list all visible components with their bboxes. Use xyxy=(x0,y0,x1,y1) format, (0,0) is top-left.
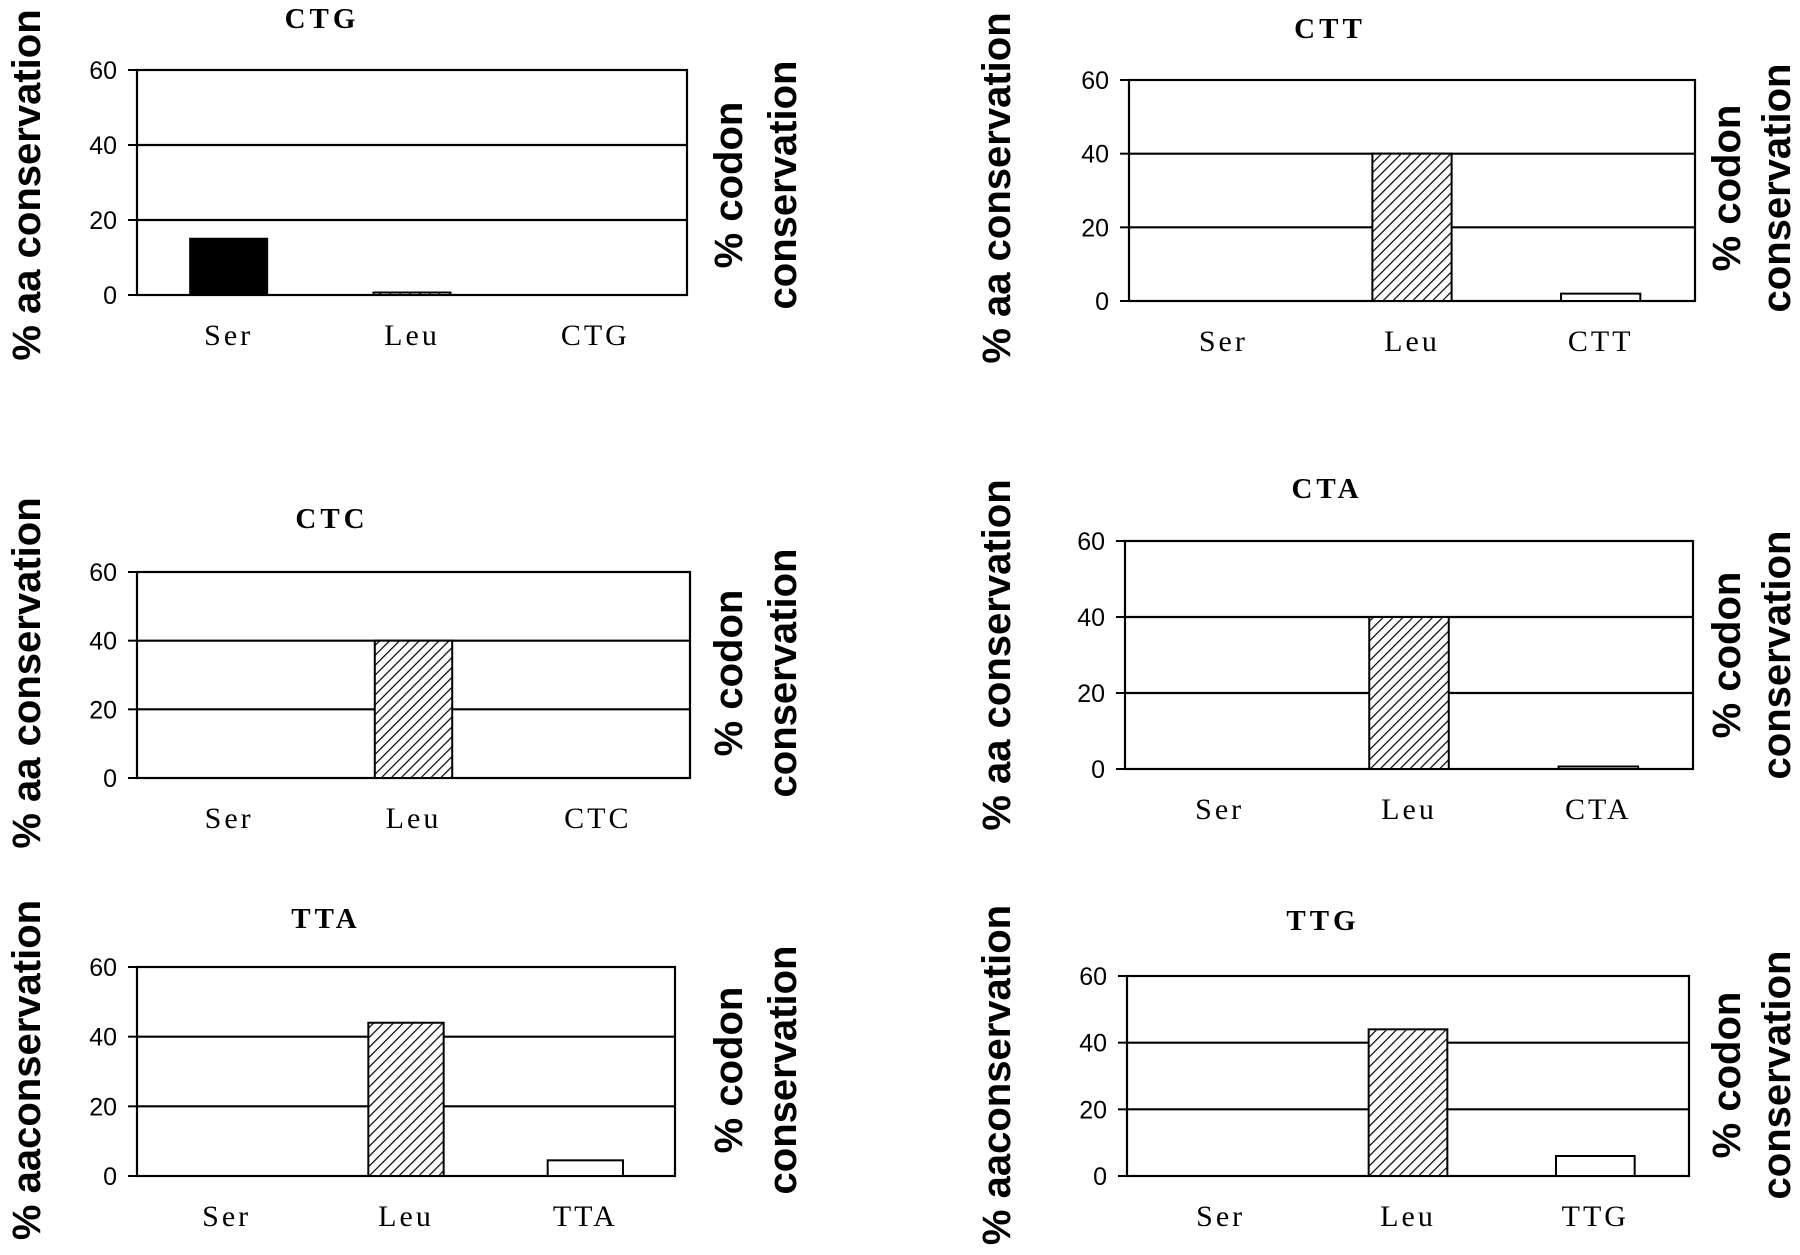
y-tick-label: 60 xyxy=(1077,528,1105,556)
chart-title: TTA xyxy=(291,903,360,935)
secondary-axis-label-line2: conservation xyxy=(1755,531,1799,780)
chart-title: CTA xyxy=(1291,473,1362,505)
x-category-label: Leu xyxy=(1380,1200,1436,1233)
bar-tta xyxy=(546,1159,624,1177)
bar-leu xyxy=(373,639,454,780)
chart-panel-ctc: 0 20 40 60 Ser Leu CTC CTC % aa conservation % co… xyxy=(5,497,805,848)
y-tick-label: 40 xyxy=(89,628,117,656)
secondary-axis-label-line2: conservation xyxy=(1755,64,1799,313)
y-tick-label: 0 xyxy=(103,1163,117,1191)
bar-cta xyxy=(1557,765,1640,770)
chart-title: CTG xyxy=(285,3,360,35)
y-tick-label: 60 xyxy=(89,57,117,85)
bar-leu xyxy=(1368,616,1450,770)
bar-leu xyxy=(1371,152,1453,302)
y-axis-label: % aa conservation xyxy=(5,497,49,848)
x-category-label: CTT xyxy=(1568,325,1634,358)
y-tick-label: 0 xyxy=(1095,288,1109,316)
bar-ser xyxy=(189,237,269,296)
x-category-label: Ser xyxy=(1199,325,1248,358)
x-category-label: Ser xyxy=(1195,793,1244,826)
bar-ctt xyxy=(1560,292,1642,302)
y-tick-label: 60 xyxy=(89,954,117,982)
y-axis-label: % aa conservation xyxy=(975,479,1019,830)
x-category-label: Ser xyxy=(1196,1200,1245,1233)
y-axis-label: % aaconservation xyxy=(5,900,49,1240)
x-category-label: Leu xyxy=(378,1200,434,1233)
bar-leu xyxy=(372,291,452,296)
y-tick-label: 60 xyxy=(89,559,117,587)
secondary-axis-label-line2: conservation xyxy=(761,946,805,1195)
chart-title: CTC xyxy=(295,503,368,535)
x-category-label: TTG xyxy=(1562,1200,1629,1233)
x-category-label: Leu xyxy=(384,319,440,352)
chart-panel-tta: 0 20 40 60 Ser Leu TTA TTA % aaconservation % cod… xyxy=(5,900,805,1240)
chart-title: CTT xyxy=(1294,13,1366,45)
y-tick-label: 0 xyxy=(103,765,117,793)
secondary-axis-label-line1: % codon xyxy=(707,590,751,757)
chart-panel-ctt: 0 20 40 60 Ser Leu CTT CTT % aa conservation % co… xyxy=(975,12,1799,363)
y-tick-label: 60 xyxy=(1081,67,1109,95)
y-tick-label: 40 xyxy=(1081,141,1109,169)
y-axis-label: % aa conservation xyxy=(5,9,49,360)
secondary-axis-label-line1: % codon xyxy=(707,102,751,269)
y-tick-label: 0 xyxy=(1093,1163,1107,1191)
y-tick-label: 40 xyxy=(89,132,117,160)
y-tick-label: 20 xyxy=(89,207,117,235)
x-category-label: Leu xyxy=(386,802,442,835)
y-tick-label: 20 xyxy=(89,1093,117,1121)
secondary-axis-label-line1: % codon xyxy=(707,987,751,1154)
bar-leu xyxy=(1367,1028,1449,1178)
x-category-label: Leu xyxy=(1381,793,1437,826)
x-category-label: Ser xyxy=(205,802,254,835)
chart-title: TTG xyxy=(1286,905,1359,937)
x-category-label: Leu xyxy=(1384,325,1440,358)
y-tick-label: 0 xyxy=(103,282,117,310)
chart-panel-cta: 0 20 40 60 Ser Leu CTA CTA % aa conservation % co… xyxy=(975,473,1799,831)
x-category-label: TTA xyxy=(553,1200,618,1233)
secondary-axis-label-line1: % codon xyxy=(1705,572,1749,739)
x-category-label: CTA xyxy=(1565,793,1632,826)
chart-panel-ctg: 0 20 40 60 Ser Leu CTG CTG % aa conservation % co… xyxy=(5,3,805,361)
secondary-axis-label-line2: conservation xyxy=(761,61,805,310)
secondary-axis-label-line1: % codon xyxy=(1705,992,1749,1159)
x-category-label: CTC xyxy=(564,802,631,835)
y-axis-label: % aa conservation xyxy=(975,12,1019,363)
bar-leu xyxy=(367,1021,445,1177)
secondary-axis-label-line2: conservation xyxy=(1755,951,1799,1200)
y-tick-label: 20 xyxy=(89,696,117,724)
y-tick-label: 60 xyxy=(1079,963,1107,991)
x-category-label: CTG xyxy=(561,319,630,352)
x-category-label: Ser xyxy=(204,319,253,352)
x-category-label: Ser xyxy=(202,1200,251,1233)
chart-panel-ttg: 0 20 40 60 Ser Leu TTG TTG % aaconservation % cod… xyxy=(975,905,1799,1245)
y-tick-label: 20 xyxy=(1079,1096,1107,1124)
y-tick-label: 20 xyxy=(1081,214,1109,242)
y-tick-label: 40 xyxy=(89,1024,117,1052)
y-tick-label: 40 xyxy=(1079,1030,1107,1058)
y-tick-label: 0 xyxy=(1091,756,1105,784)
y-tick-label: 20 xyxy=(1077,680,1105,708)
secondary-axis-label-line2: conservation xyxy=(761,549,805,798)
bar-ttg xyxy=(1554,1155,1636,1177)
secondary-axis-label-line1: % codon xyxy=(1705,105,1749,272)
y-axis-label: % aaconservation xyxy=(975,905,1019,1245)
y-tick-label: 40 xyxy=(1077,604,1105,632)
